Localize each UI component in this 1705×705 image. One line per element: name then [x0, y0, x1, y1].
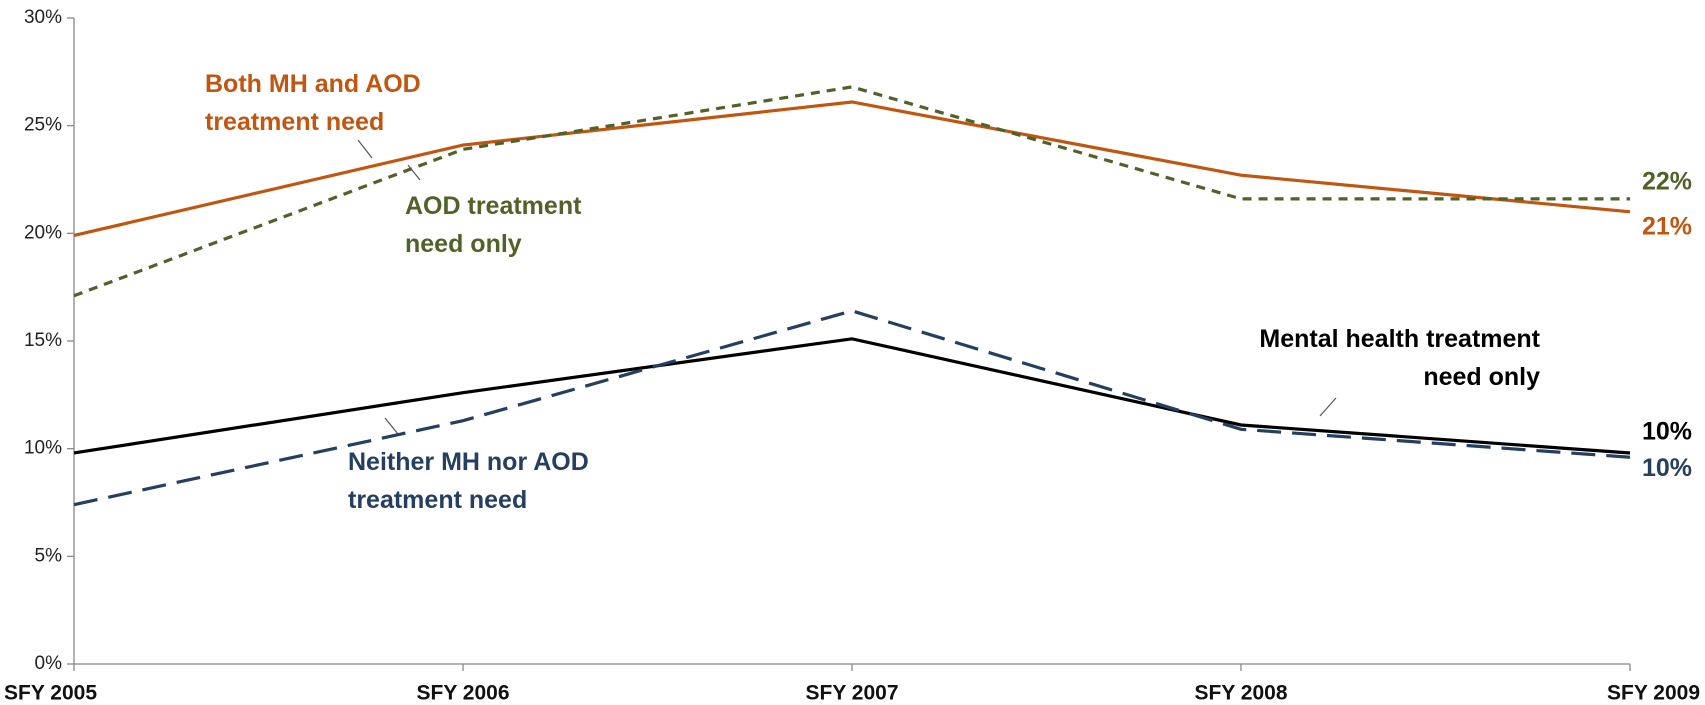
data-label: 21% — [1642, 212, 1692, 240]
data-label: 22% — [1642, 167, 1692, 195]
data-label: 10% — [1642, 454, 1692, 482]
y-tick-label: 25% — [24, 115, 62, 136]
leaders — [357, 139, 1337, 435]
series-label: AOD treatment need only — [405, 192, 582, 258]
leader-line — [384, 417, 399, 435]
data-label: 10% — [1642, 418, 1692, 446]
series-line — [73, 309, 1631, 507]
x-tick-label: SFY 2008 — [1194, 682, 1287, 705]
y-tick-label: 30% — [24, 7, 62, 28]
series-label: Neither MH nor AOD treatment need — [348, 448, 589, 514]
series-label: Both MH and AOD treatment need — [205, 70, 421, 136]
y-tick-label: 0% — [35, 653, 63, 674]
x-tick-label: SFY 2006 — [416, 682, 509, 705]
series-line — [73, 100, 1631, 238]
leader-line — [407, 164, 421, 181]
y-tick-label: 20% — [24, 222, 62, 243]
leader-line — [1319, 397, 1337, 417]
x-tick-label: SFY 2009 — [1607, 682, 1700, 705]
leader-line — [357, 139, 373, 159]
y-tick-label: 10% — [24, 438, 62, 459]
x-tick-label: SFY 2007 — [805, 682, 898, 705]
series-line — [73, 337, 1631, 455]
series-line — [73, 85, 1630, 298]
x-tick-label: SFY 2005 — [4, 682, 97, 705]
series-label: Mental health treatment need only — [1259, 325, 1540, 391]
y-tick-label: 5% — [35, 545, 63, 566]
y-tick-label: 15% — [24, 330, 62, 351]
